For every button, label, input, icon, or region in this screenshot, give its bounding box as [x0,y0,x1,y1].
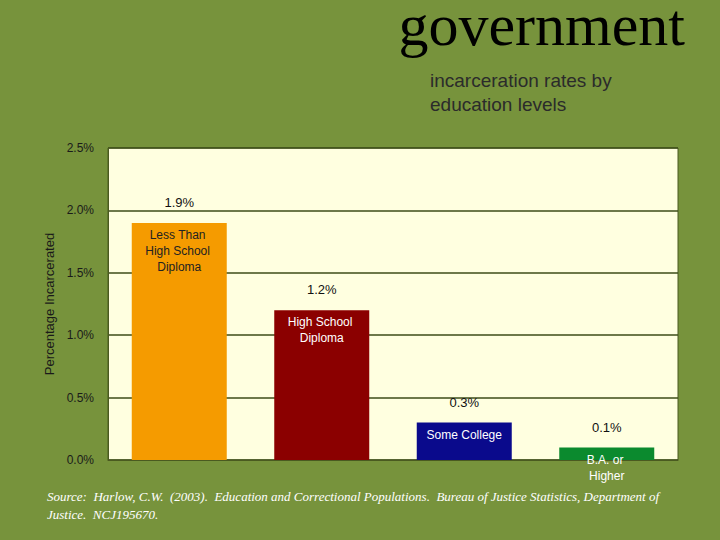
svg-text:Less Than: Less Than [150,228,209,242]
svg-text:1.5%: 1.5% [67,266,95,280]
svg-text:incarceration rates by: incarceration rates by [430,70,617,91]
svg-text:Justice. NCJ195670.: Justice. NCJ195670. [47,507,158,522]
svg-text:1.2%: 1.2% [307,282,337,297]
svg-text:Source: Harlow, C.W. (2003).: Source: Harlow, C.W. (2003). Education a… [47,489,662,504]
svg-text:0.0%: 0.0% [67,453,95,467]
svg-text:government: government [398,0,685,58]
svg-text:2.0%: 2.0% [67,203,95,217]
svg-text:High School: High School [288,315,356,329]
svg-text:0.5%: 0.5% [67,391,95,405]
svg-text:1.9%: 1.9% [164,195,194,210]
svg-text:2.5%: 2.5% [67,141,95,155]
svg-text:Diploma: Diploma [157,260,201,274]
svg-text:1.0%: 1.0% [67,328,95,342]
svg-text:High School: High School [145,244,213,258]
svg-text:Some College: Some College [427,428,503,442]
svg-text:education levels: education levels [430,94,566,115]
svg-text:0.1%: 0.1% [592,420,622,435]
svg-text:Percentage Incarcerated: Percentage Incarcerated [42,233,57,375]
svg-text:0.3%: 0.3% [449,395,479,410]
svg-text:B.A. or: B.A. or [587,453,627,467]
svg-text:Diploma: Diploma [300,331,344,345]
svg-text:Higher: Higher [589,469,624,483]
